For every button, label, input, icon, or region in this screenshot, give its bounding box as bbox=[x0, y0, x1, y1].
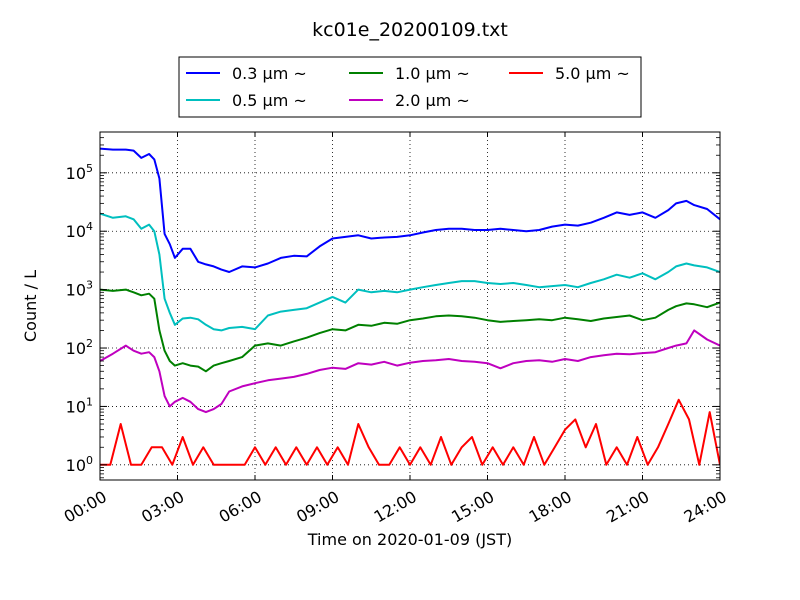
x-tick-label: 24:00 bbox=[681, 487, 730, 527]
data-series bbox=[100, 147, 720, 466]
x-tick-label: 21:00 bbox=[603, 487, 652, 527]
grid bbox=[100, 132, 720, 480]
y-tick-label: 105 bbox=[66, 162, 93, 183]
legend-label: 0.5 μm ~ bbox=[232, 91, 307, 110]
series-line-5 bbox=[100, 398, 720, 466]
series-line-3 bbox=[100, 288, 720, 373]
x-tick-label: 03:00 bbox=[138, 487, 187, 527]
legend-label: 0.3 μm ~ bbox=[232, 64, 307, 83]
legend-label: 2.0 μm ~ bbox=[395, 91, 470, 110]
legend: 0.3 μm ~ 0.5 μm ~ 1.0 μm ~ 2.0 μm ~ 5.0 μm ~ bbox=[178, 56, 642, 118]
legend-label: 1.0 μm ~ bbox=[395, 64, 470, 83]
x-tick-label: 06:00 bbox=[216, 487, 265, 527]
x-tick-label: 09:00 bbox=[293, 487, 342, 527]
y-tick-label: 100 bbox=[66, 454, 93, 475]
series-line-4 bbox=[100, 329, 720, 414]
series-line-1 bbox=[100, 147, 720, 273]
x-tick-label: 12:00 bbox=[371, 487, 420, 527]
y-tick-label: 104 bbox=[66, 220, 93, 241]
y-tick-label: 103 bbox=[66, 279, 93, 300]
series-line-2 bbox=[100, 212, 720, 332]
legend-label: 5.0 μm ~ bbox=[555, 64, 630, 83]
x-tick-label: 15:00 bbox=[448, 487, 497, 527]
x-tick-label: 18:00 bbox=[526, 487, 575, 527]
y-tick-label: 102 bbox=[66, 337, 93, 358]
y-tick-label: 101 bbox=[66, 395, 93, 416]
plot-area bbox=[100, 132, 720, 480]
x-axis-label: Time on 2020-01-09 (JST) bbox=[307, 530, 512, 549]
legend-box bbox=[178, 56, 642, 118]
x-tick-label: 00:00 bbox=[61, 487, 110, 527]
chart-title: kc01e_20200109.txt bbox=[312, 19, 508, 41]
y-axis-label: Count / L bbox=[21, 270, 40, 342]
